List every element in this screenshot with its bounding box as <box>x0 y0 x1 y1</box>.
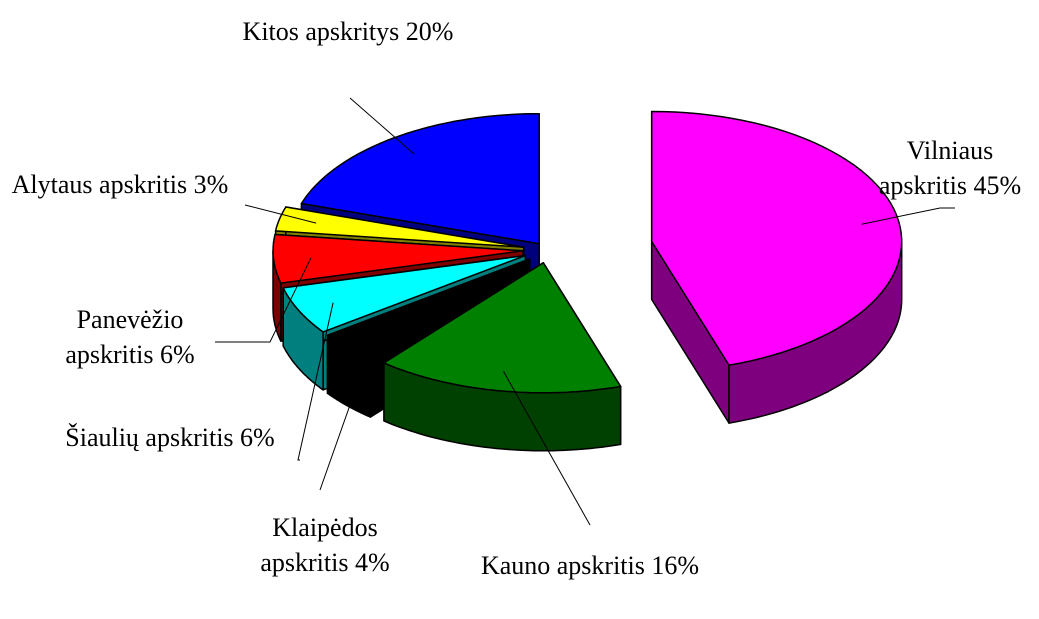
value-label: 6% <box>159 340 195 369</box>
pie-slice <box>383 262 622 452</box>
value-label: 20% <box>405 17 454 46</box>
value-label: 45% <box>973 171 1022 200</box>
slice-label: Alytaus apskritis 3% <box>0 167 245 202</box>
slice-label: Kitos apskritys 20% <box>238 14 458 49</box>
category-name: Vilniaus apskritis <box>878 136 994 200</box>
category-name: Alytaus apskritis <box>11 170 188 199</box>
leader-line <box>319 334 376 491</box>
slice-top <box>383 262 622 394</box>
category-name: Klaipėdos apskritis <box>260 513 378 577</box>
slice-top <box>282 254 527 333</box>
value-label: 16% <box>651 551 700 580</box>
category-name: Šiaulių apskritis <box>65 423 234 452</box>
leader-line <box>215 257 312 343</box>
slice-top <box>326 258 531 360</box>
pie-slice <box>650 110 903 424</box>
slice-top <box>272 233 524 284</box>
slice-label: Vilniaus apskritis 45% <box>860 133 1039 203</box>
leader-line <box>503 371 591 526</box>
value-label: 6% <box>240 423 275 452</box>
slice-label: Klaipėdos apskritis 4% <box>240 510 410 580</box>
slice-top <box>650 110 903 366</box>
slice-top <box>274 206 525 248</box>
leader-line <box>244 204 317 224</box>
leader-line <box>349 97 415 155</box>
value-label: 4% <box>354 548 390 577</box>
slice-label: Panevėžio apskritis 6% <box>40 302 220 372</box>
category-name: Kitos apskritys <box>242 17 400 46</box>
category-name: Kauno apskritis <box>480 551 645 580</box>
leader-line <box>297 302 334 461</box>
category-name: Panevėžio apskritis <box>65 305 184 369</box>
slice-label: Kauno apskritis 16% <box>470 548 710 583</box>
slice-label: Šiaulių apskritis 6% <box>45 420 295 455</box>
value-label: 3% <box>193 170 229 199</box>
slice-top <box>300 112 540 245</box>
leader-line <box>861 207 955 225</box>
